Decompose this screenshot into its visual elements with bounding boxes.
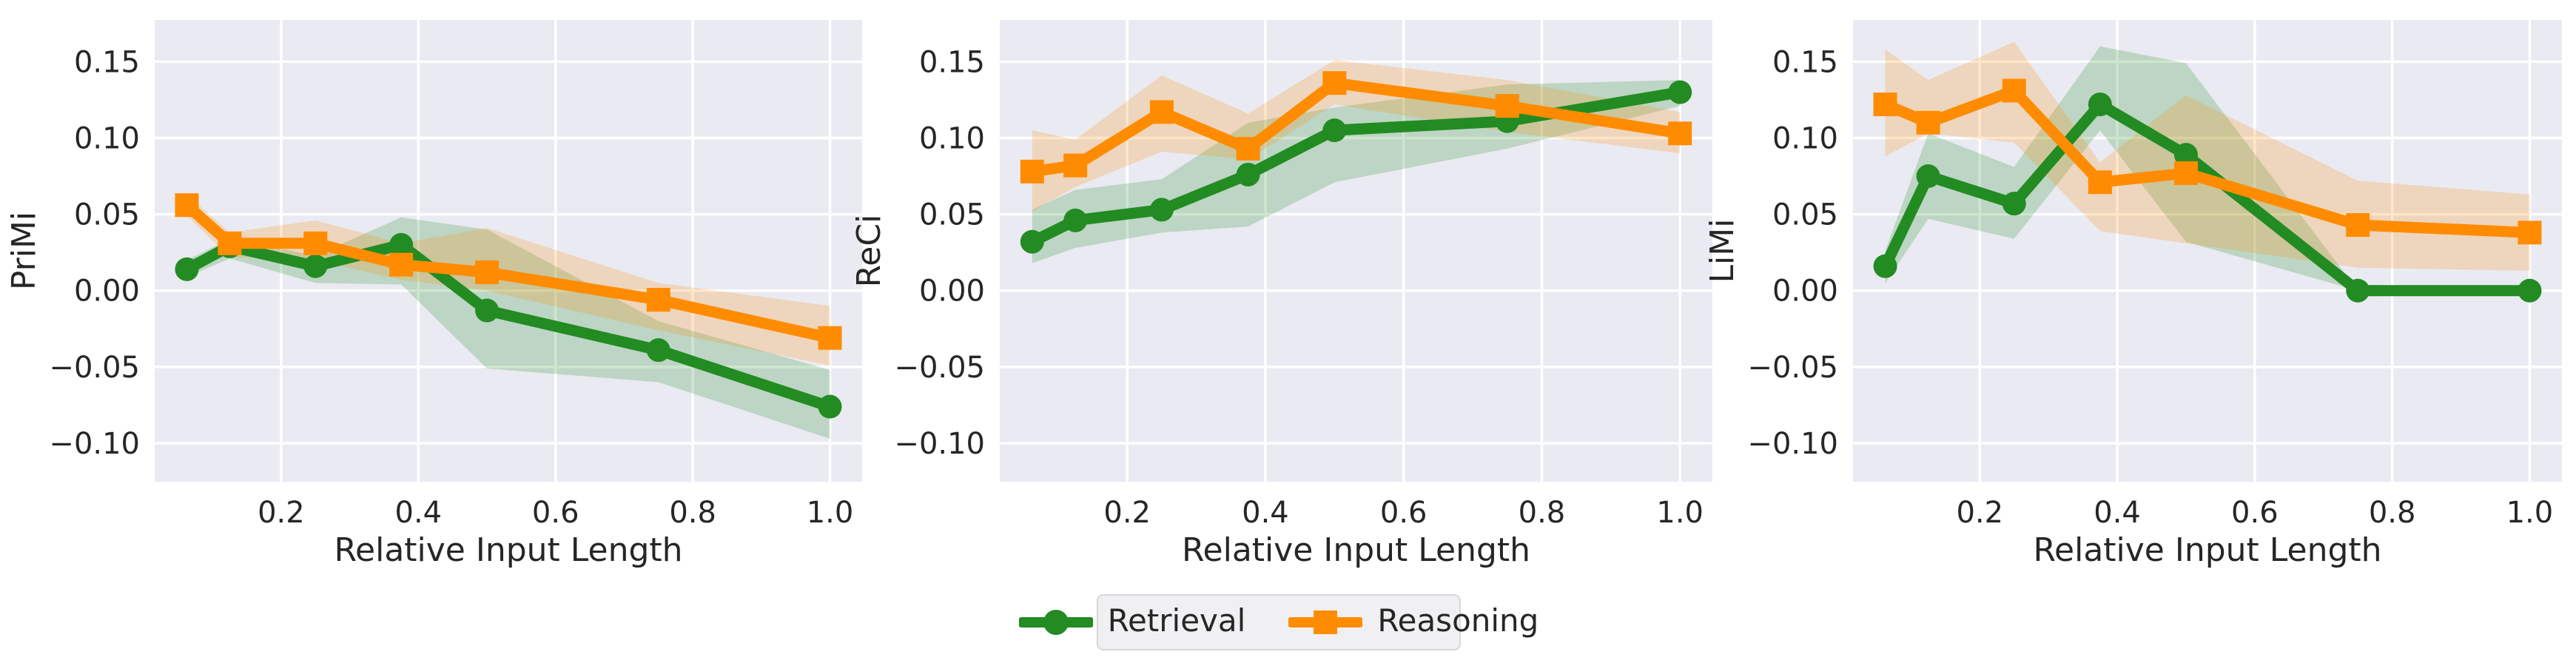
y-axis-label: PriMi <box>5 212 43 290</box>
x-tick-label: 0.6 <box>532 496 579 530</box>
subplot-primi: 0.15 0.10 0.05 0.00 −0.05 −0.10 0.2 0.4 0.6 0.8 1.… <box>5 20 862 569</box>
x-tick-label: 0.4 <box>395 496 443 530</box>
retrieval-marker <box>1916 164 1940 189</box>
retrieval-marker <box>2346 278 2370 303</box>
x-tick-label: 0.2 <box>1103 496 1151 530</box>
reasoning-marker <box>1020 159 1044 184</box>
y-tick-label: 0.10 <box>1772 121 1838 155</box>
y-tick-label: 0.15 <box>1772 45 1838 79</box>
reasoning-marker <box>1322 71 1347 95</box>
reasoning-marker <box>1668 121 1692 146</box>
retrieval-marker <box>175 257 199 281</box>
reasoning-marker <box>2346 213 2370 238</box>
reasoning-marker <box>646 288 670 312</box>
y-axis-label: ReCi <box>850 215 888 288</box>
x-tick-label: 1.0 <box>1656 496 1704 530</box>
legend-item-retrieval: Retrieval <box>1018 602 1246 639</box>
retrieval-marker <box>475 298 500 323</box>
axes-background <box>1000 20 1712 482</box>
x-tick-label: 0.4 <box>1242 496 1289 530</box>
y-tick-label: −0.05 <box>1747 351 1838 385</box>
x-tick-label: 0.4 <box>2094 496 2141 530</box>
y-tick-label: −0.10 <box>1747 427 1838 461</box>
retrieval-marker <box>646 338 670 363</box>
reasoning-marker <box>2002 78 2026 103</box>
legend-item-reasoning: Reasoning <box>1288 605 1538 639</box>
reasoning-marker <box>1149 100 1174 124</box>
y-tick-label: 0.00 <box>74 275 140 309</box>
retrieval-marker <box>1020 229 1044 254</box>
y-tick-label: −0.05 <box>49 351 140 385</box>
x-tick-label: 0.8 <box>669 496 716 530</box>
reasoning-marker <box>818 326 842 350</box>
reasoning-marker <box>1916 110 1940 135</box>
x-axis-label: Relative Input Length <box>2033 531 2381 569</box>
y-tick-label: 0.15 <box>919 45 985 79</box>
y-tick-label: 0.05 <box>1772 198 1838 232</box>
y-tick-label: 0.15 <box>74 45 140 79</box>
x-tick-label: 0.8 <box>1519 496 1566 530</box>
retrieval-marker <box>818 394 842 419</box>
reasoning-marker <box>303 231 328 255</box>
retrieval-marker <box>2002 192 2026 216</box>
reasoning-marker <box>1873 92 1897 117</box>
retrieval-marker <box>1668 80 1692 104</box>
reasoning-marker <box>218 231 242 255</box>
retrieval-marker <box>389 232 414 257</box>
reasoning-marker <box>389 252 414 277</box>
retrieval-marker <box>1063 208 1088 232</box>
retrieval-confidence-band <box>186 217 830 439</box>
x-axis-label: Relative Input Length <box>334 531 682 569</box>
y-tick-label: −0.05 <box>894 351 985 385</box>
subplot-limi: 0.15 0.10 0.05 0.00 −0.05 −0.10 0.2 0.4 0.6 0.8 1.… <box>1704 20 2562 569</box>
retrieval-marker <box>2173 143 2198 167</box>
reasoning-marker <box>2088 170 2112 195</box>
y-axis-label: LiMi <box>1704 219 1741 283</box>
retrieval-marker <box>1322 118 1347 143</box>
y-tick-label: 0.10 <box>919 121 985 155</box>
y-tick-label: 0.00 <box>1772 275 1838 309</box>
retrieval-marker <box>2518 278 2542 303</box>
legend: Retrieval Reasoning <box>1018 594 1538 650</box>
subplot-reci: 0.15 0.10 0.05 0.00 −0.05 −0.10 0.2 0.4 0.6 0.8 1.… <box>850 20 1712 569</box>
retrieval-marker <box>2088 92 2112 117</box>
reasoning-marker <box>2173 161 2198 185</box>
retrieval-marker <box>303 254 328 278</box>
x-tick-label: 0.8 <box>2369 496 2416 530</box>
reasoning-marker <box>2518 221 2542 245</box>
x-tick-label: 1.0 <box>807 496 854 530</box>
reasoning-marker <box>1495 94 1519 118</box>
legend-label-retrieval: Retrieval <box>1107 602 1246 639</box>
reasoning-marker <box>175 193 199 218</box>
axes-background <box>1853 20 2562 482</box>
retrieval-marker <box>1873 254 1897 278</box>
retrieval-marker <box>1149 198 1174 222</box>
x-tick-label: 0.2 <box>258 496 305 530</box>
reasoning-marker <box>475 260 500 284</box>
reasoning-line-square-icon <box>1288 610 1363 634</box>
reasoning-marker <box>1236 136 1260 161</box>
y-tick-label: −0.10 <box>894 427 985 461</box>
y-tick-label: 0.05 <box>74 198 140 232</box>
reasoning-marker <box>1063 153 1088 178</box>
retrieval-line-circle-icon <box>1018 610 1093 635</box>
x-tick-label: 0.6 <box>1380 496 1427 530</box>
legend-label-reasoning: Reasoning <box>1377 602 1539 639</box>
x-tick-label: 0.2 <box>1956 496 2003 530</box>
retrieval-marker <box>1236 162 1260 186</box>
y-tick-label: 0.10 <box>74 121 140 155</box>
y-tick-label: 0.00 <box>919 275 985 309</box>
x-tick-label: 0.6 <box>2231 496 2279 530</box>
y-tick-label: −0.10 <box>49 427 140 461</box>
y-tick-label: 0.05 <box>919 198 985 232</box>
x-tick-label: 1.0 <box>2506 496 2554 530</box>
x-axis-label: Relative Input Length <box>1182 531 1530 569</box>
